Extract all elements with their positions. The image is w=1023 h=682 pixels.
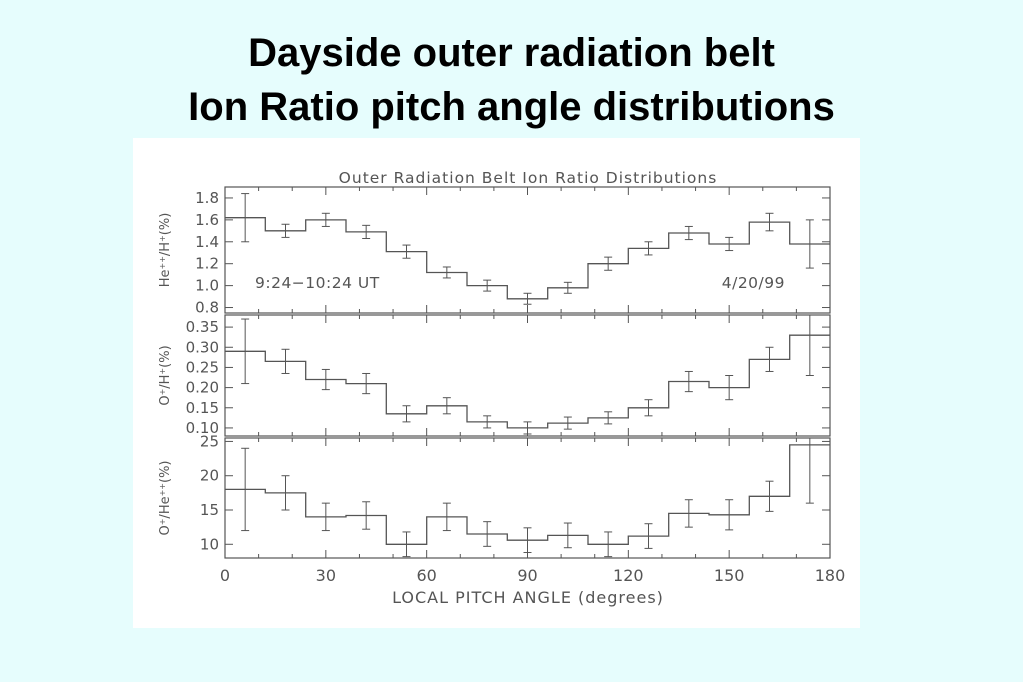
y-tick-label: 1.8: [195, 189, 219, 207]
y-axis-label: O+/H+(%): [158, 345, 174, 405]
y-axis-label-part: /H: [158, 242, 173, 256]
panel-frame: [224, 314, 831, 437]
y-axis-label-part: (%): [158, 213, 173, 236]
time-range-annotation: 9:24−10:24 UT: [255, 274, 380, 292]
y-axis-label: O+/He++(%): [158, 461, 174, 536]
y-axis-label-part: (%): [158, 345, 173, 368]
y-tick-label: 0.25: [186, 358, 219, 376]
y-tick-label: 20: [200, 467, 219, 485]
chart-title: Outer Radiation Belt Ion Ratio Distribut…: [339, 169, 718, 187]
y-tick-label: 0.30: [186, 338, 219, 356]
slide-title-line2: Ion Ratio pitch angle distributions: [188, 85, 835, 129]
y-tick-label: 0.20: [186, 379, 219, 397]
slide-title-line1: Dayside outer radiation belt: [248, 31, 775, 75]
y-tick-label: 1.0: [195, 277, 219, 295]
y-axis-label-part: O: [158, 525, 173, 535]
y-tick-label: 0.8: [195, 299, 219, 317]
x-tick-label: 60: [416, 566, 436, 585]
y-tick-label: 25: [200, 432, 219, 450]
y-tick-label: 1.2: [195, 255, 219, 273]
y-axis-label-part: +: [158, 235, 167, 242]
y-axis-label-part: (%): [158, 461, 173, 484]
x-tick-label: 150: [714, 566, 745, 585]
y-tick-label: 1.4: [195, 233, 219, 251]
y-axis-label-part: +: [158, 519, 167, 526]
y-axis-label-part: He: [158, 269, 173, 287]
x-tick-label: 180: [815, 566, 846, 585]
y-tick-label: 15: [200, 501, 219, 519]
y-axis-label-part: /H: [158, 375, 173, 389]
x-tick-label: 30: [316, 566, 336, 585]
x-tick-label: 120: [613, 566, 644, 585]
y-axis-label-part: O: [158, 395, 173, 405]
y-axis-label-part: +: [158, 368, 167, 375]
ion-ratio-figure: Outer Radiation Belt Ion Ratio Distribut…: [133, 138, 860, 628]
y-axis-label-part: +: [158, 389, 167, 396]
y-tick-label: 0.35: [186, 318, 219, 336]
y-axis-label: He++/H+(%): [158, 213, 174, 288]
y-tick-label: 10: [200, 535, 219, 553]
y-tick-label: 0.10: [186, 419, 219, 437]
x-tick-label: 90: [517, 566, 537, 585]
x-tick-label: 0: [220, 566, 230, 585]
x-axis-label: LOCAL PITCH ANGLE (degrees): [392, 588, 664, 607]
y-axis-label-part: ++: [158, 483, 167, 496]
chart-svg: Outer Radiation Belt Ion Ratio Distribut…: [158, 169, 846, 607]
y-tick-label: 0.15: [186, 399, 219, 417]
series-line: [225, 334, 830, 429]
date-annotation: 4/20/99: [722, 274, 785, 292]
y-tick-label: 1.6: [195, 211, 219, 229]
y-axis-label-part: ++: [158, 256, 167, 269]
y-axis-label-part: /He: [158, 496, 173, 518]
